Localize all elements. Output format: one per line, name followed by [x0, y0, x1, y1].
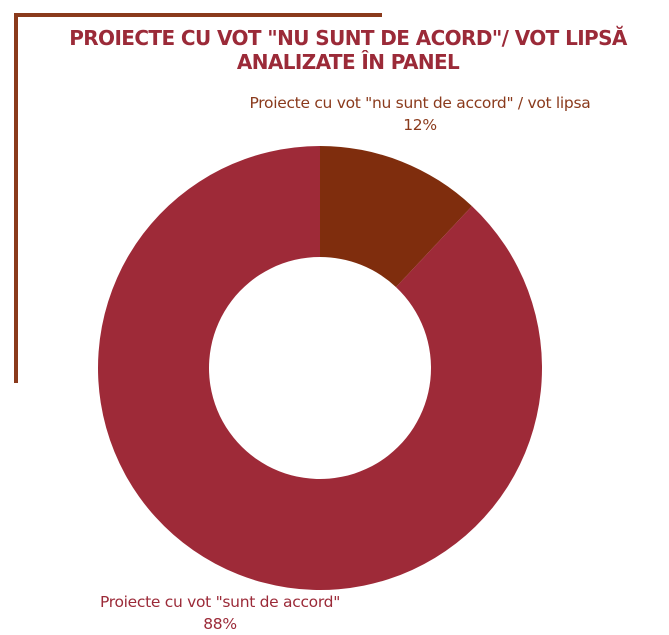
chart-title: PROIECTE CU VOT "NU SUNT DE ACORD"/ VOT … — [69, 26, 627, 74]
slice-label-agree: Proiecte cu vot "sunt de accord" 88% — [40, 591, 400, 635]
donut-slice-not-agree — [320, 146, 472, 288]
slice-label-not-agree-text: Proiecte cu vot "nu sunt de accord" / vo… — [249, 94, 591, 112]
donut-slice-agree — [97, 146, 543, 590]
slice-label-not-agree: Proiecte cu vot "nu sunt de accord" / vo… — [190, 92, 650, 136]
frame-top-border — [14, 13, 382, 17]
slice-value-not-agree: 12% — [403, 116, 437, 134]
slice-label-agree-text: Proiecte cu vot "sunt de accord" — [99, 593, 341, 611]
frame-left-border — [14, 13, 18, 383]
slice-value-agree: 88% — [203, 615, 237, 633]
